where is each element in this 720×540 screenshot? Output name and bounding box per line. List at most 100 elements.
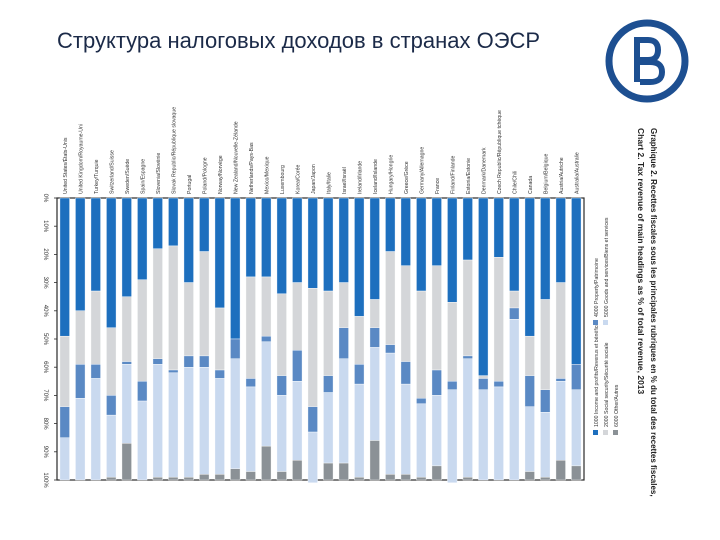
bar-segment-social-security [369,299,380,328]
bar-segment-property [478,378,489,390]
bar-segment-goods-services [416,403,427,478]
bar-segment-goods-services [152,364,163,478]
bar-segment-income [307,197,318,289]
bar-segment-income [214,197,225,309]
category-label: Czech Republic/République tchèque [497,110,503,194]
bar-segment-income [493,197,504,258]
category-label: Canada [528,176,534,194]
bar-segment-social-security [462,259,473,357]
category-label: Belgium/Belgique [543,154,549,194]
bar-segment-property [524,375,535,407]
bar-segment-social-security [493,257,504,382]
bar-segment-goods-services [400,383,411,475]
bar-segment-property [261,335,272,343]
bar-segment-goods-services [524,406,535,472]
legend-swatch-social-security [603,430,608,435]
bar-segment-property [106,395,117,416]
bar-segment-income [447,197,458,303]
category-label: Austria/Autriche [559,157,565,194]
bar-segment-goods-services [369,347,380,441]
bar-segment-social-security [338,282,349,328]
bar-segment-social-security [106,327,117,396]
bar-segment-property [555,378,566,382]
category-label: Greece/Grèce [404,161,410,194]
bar-segment-goods-services [555,381,566,461]
legend-label: 6000 Other/Autres [614,384,620,427]
bar-segment-other [323,462,334,481]
bar-segment-other [230,468,241,481]
category-label: Portugal [187,175,193,194]
bar-segment-social-security [214,307,225,371]
category-label: Australia/Australie [574,152,580,194]
bar-segment-income [323,197,334,292]
bar-segment-goods-services [509,319,520,481]
bar-segment-goods-services [478,389,489,481]
bar-segment-income [369,197,380,300]
bar-segment-social-security [292,282,303,351]
bar-segment-other [338,462,349,481]
category-label: Slovak Republic/République slovaque [171,107,177,194]
category-label: Korea/Corée [295,164,301,194]
bar-segment-other [400,474,411,481]
bar-segment-goods-services [292,381,303,461]
category-label: United Kingdom/Royaume-Uni [78,124,84,194]
bar-segment-goods-services [276,395,287,472]
bar-segment-property [369,327,380,348]
tax-revenue-chart: 0% 10% 20% 30% 40% 50% 60% 70% 80% 90% 100% Austral… [42,107,658,498]
category-label: Switzerland/Suisse [109,150,115,194]
bar-segment-property [400,361,411,385]
bar-segment-income [555,197,566,283]
bar-segment-social-security [199,251,210,357]
category-label: United States/États-Unis [62,137,69,194]
bar-segment-social-security [168,245,179,371]
bar-segment-other [106,476,117,481]
legend-swatch-property [593,320,598,325]
bar-segment-goods-services [431,395,442,467]
legend-label: 1000 Income and profits/Revenus et bénéf… [594,320,600,427]
bar-segment-other [416,476,427,481]
bar-segment-income [168,197,179,247]
bar-segment-other [183,476,194,481]
bar-segment-property [276,375,287,396]
bar-segment-income [121,197,132,297]
bar-segment-social-security [400,265,411,362]
bar-segment-property [183,355,194,368]
bar-segment-social-security [152,248,163,359]
bar-segment-property [307,406,318,433]
bar-segment-income [400,197,411,266]
bar-segment-social-security [75,310,86,365]
bar-segment-property [493,381,504,388]
bar-segment-goods-services [75,398,86,481]
bar-segment-property [354,364,365,385]
bar-segment-property [121,361,132,365]
bar-segment-income [431,197,442,266]
bar-segment-income [152,197,163,249]
category-label: Netherlands/Pays-Bas [249,142,255,194]
bar-segment-property [462,355,473,359]
bar-segment-goods-services [168,372,179,478]
category-label: Spain/Espagne [140,159,146,194]
bar-segment-income [75,197,86,312]
plot-frame [56,197,585,481]
category-label: Germany/Allemagne [419,147,425,194]
category-label: Chile/Chili [512,171,518,194]
category-label: Denmark/Danemark [481,147,487,194]
category-label: Israel/Israël [342,167,348,194]
tick-label: 90% [42,446,48,459]
legend-swatch-goods-services [603,320,608,325]
chart-title: Chart 2. Tax revenue of main headings as… [636,128,646,395]
bar-segment-other [354,476,365,481]
bar-segment-other [214,474,225,481]
bar-segment-income [540,197,551,300]
category-label: Hungary/Hongrie [388,155,394,194]
bar-segment-property [292,350,303,382]
category-label: Estonia/Estonie [466,158,472,194]
bar-segment-social-security [245,276,256,379]
bar-segment-social-security [416,290,427,399]
bar-segment-property [416,398,427,405]
bar-segment-income [199,197,210,252]
category-label: Slovenia/Slovénie [156,153,162,194]
bar-segment-income [261,197,272,278]
legend-swatch-income [593,430,598,435]
bar-segment-goods-services [385,352,396,475]
